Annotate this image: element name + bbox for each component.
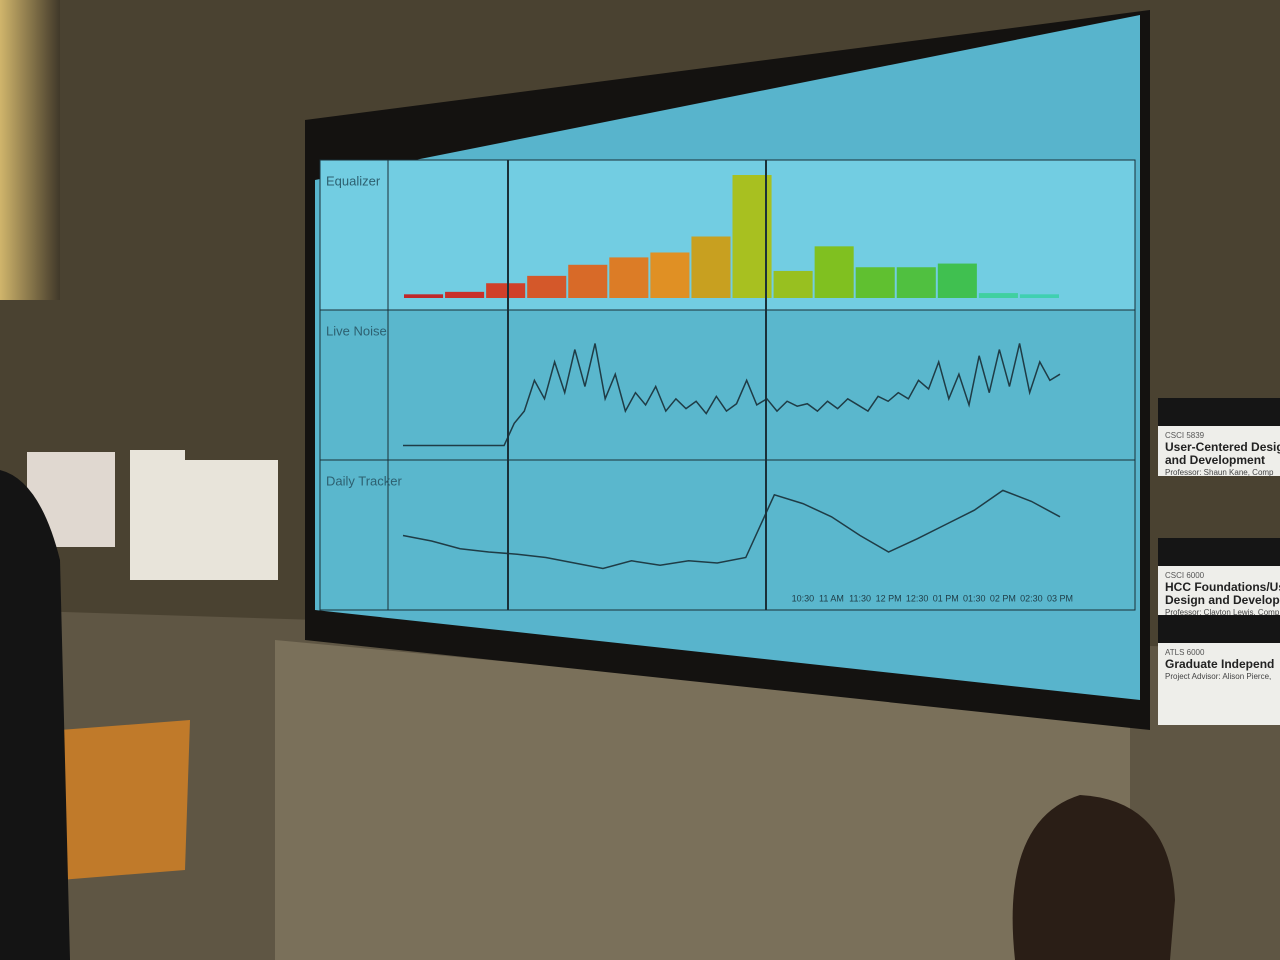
x-tick-label: 12 PM [876, 593, 902, 603]
wall-charts: Equalizer Live Noise Daily Tracker 10:30 11 … [319, 159, 1136, 611]
chart-title: Equalizer [326, 173, 381, 188]
bar [445, 291, 485, 298]
chart-title: Live Noise [326, 323, 387, 338]
x-tick-label: 11 AM [819, 593, 844, 603]
x-tick-label: 02 PM [990, 593, 1016, 603]
panel [275, 640, 1130, 960]
bar [978, 293, 1018, 298]
line [403, 343, 1061, 447]
bar [814, 246, 854, 298]
person [0, 470, 70, 960]
bar [650, 252, 690, 298]
x-tick-label: 10:30 [792, 593, 815, 603]
line [402, 489, 1061, 570]
x-tick-label: 01:30 [963, 593, 986, 603]
poster-banner [1158, 615, 1280, 643]
x-tick-label: 01 PM [933, 593, 959, 603]
bar [1019, 294, 1059, 298]
poster-title: Graduate Independ [1165, 657, 1274, 671]
x-tick-label: 02:30 [1020, 593, 1043, 603]
poster-code: ATLS 6000 [1165, 648, 1205, 657]
screen-row [319, 459, 1136, 611]
lamp-glow [0, 0, 60, 300]
poster-byline: Professor: Shaun Kane, Comp [1165, 468, 1274, 477]
poster-banner [1158, 398, 1280, 426]
poster-title: and Development [1165, 453, 1265, 467]
poster-title: User-Centered Desig [1165, 440, 1280, 454]
bar [896, 267, 936, 298]
poster-code: CSCI 6000 [1165, 571, 1205, 580]
bar [773, 270, 813, 298]
chart-title: Daily Tracker [326, 473, 403, 488]
left-poster [183, 460, 278, 580]
screen-row [319, 309, 1136, 461]
left-poster [130, 450, 185, 580]
poster-title: Design and Develop [1165, 593, 1280, 607]
poster-code: CSCI 5839 [1165, 431, 1205, 440]
bar [486, 283, 526, 298]
bar [527, 275, 567, 298]
person [1012, 795, 1175, 960]
bar [855, 267, 895, 298]
poster-banner [1158, 538, 1280, 566]
bar [691, 236, 731, 298]
bar [568, 264, 608, 298]
x-tick-label: 03 PM [1047, 593, 1073, 603]
poster-title: HCC Foundations/Us [1165, 580, 1280, 594]
bar [404, 294, 444, 298]
poster-byline: Professor: Clayton Lewis, Comp [1165, 608, 1280, 617]
poster-byline: Project Advisor: Alison Pierce, [1165, 672, 1271, 681]
bar [937, 263, 977, 298]
x-tick-label: 11:30 [849, 593, 871, 603]
x-tick-label: 12:30 [906, 593, 929, 603]
bar [609, 257, 649, 298]
chair [60, 720, 190, 880]
